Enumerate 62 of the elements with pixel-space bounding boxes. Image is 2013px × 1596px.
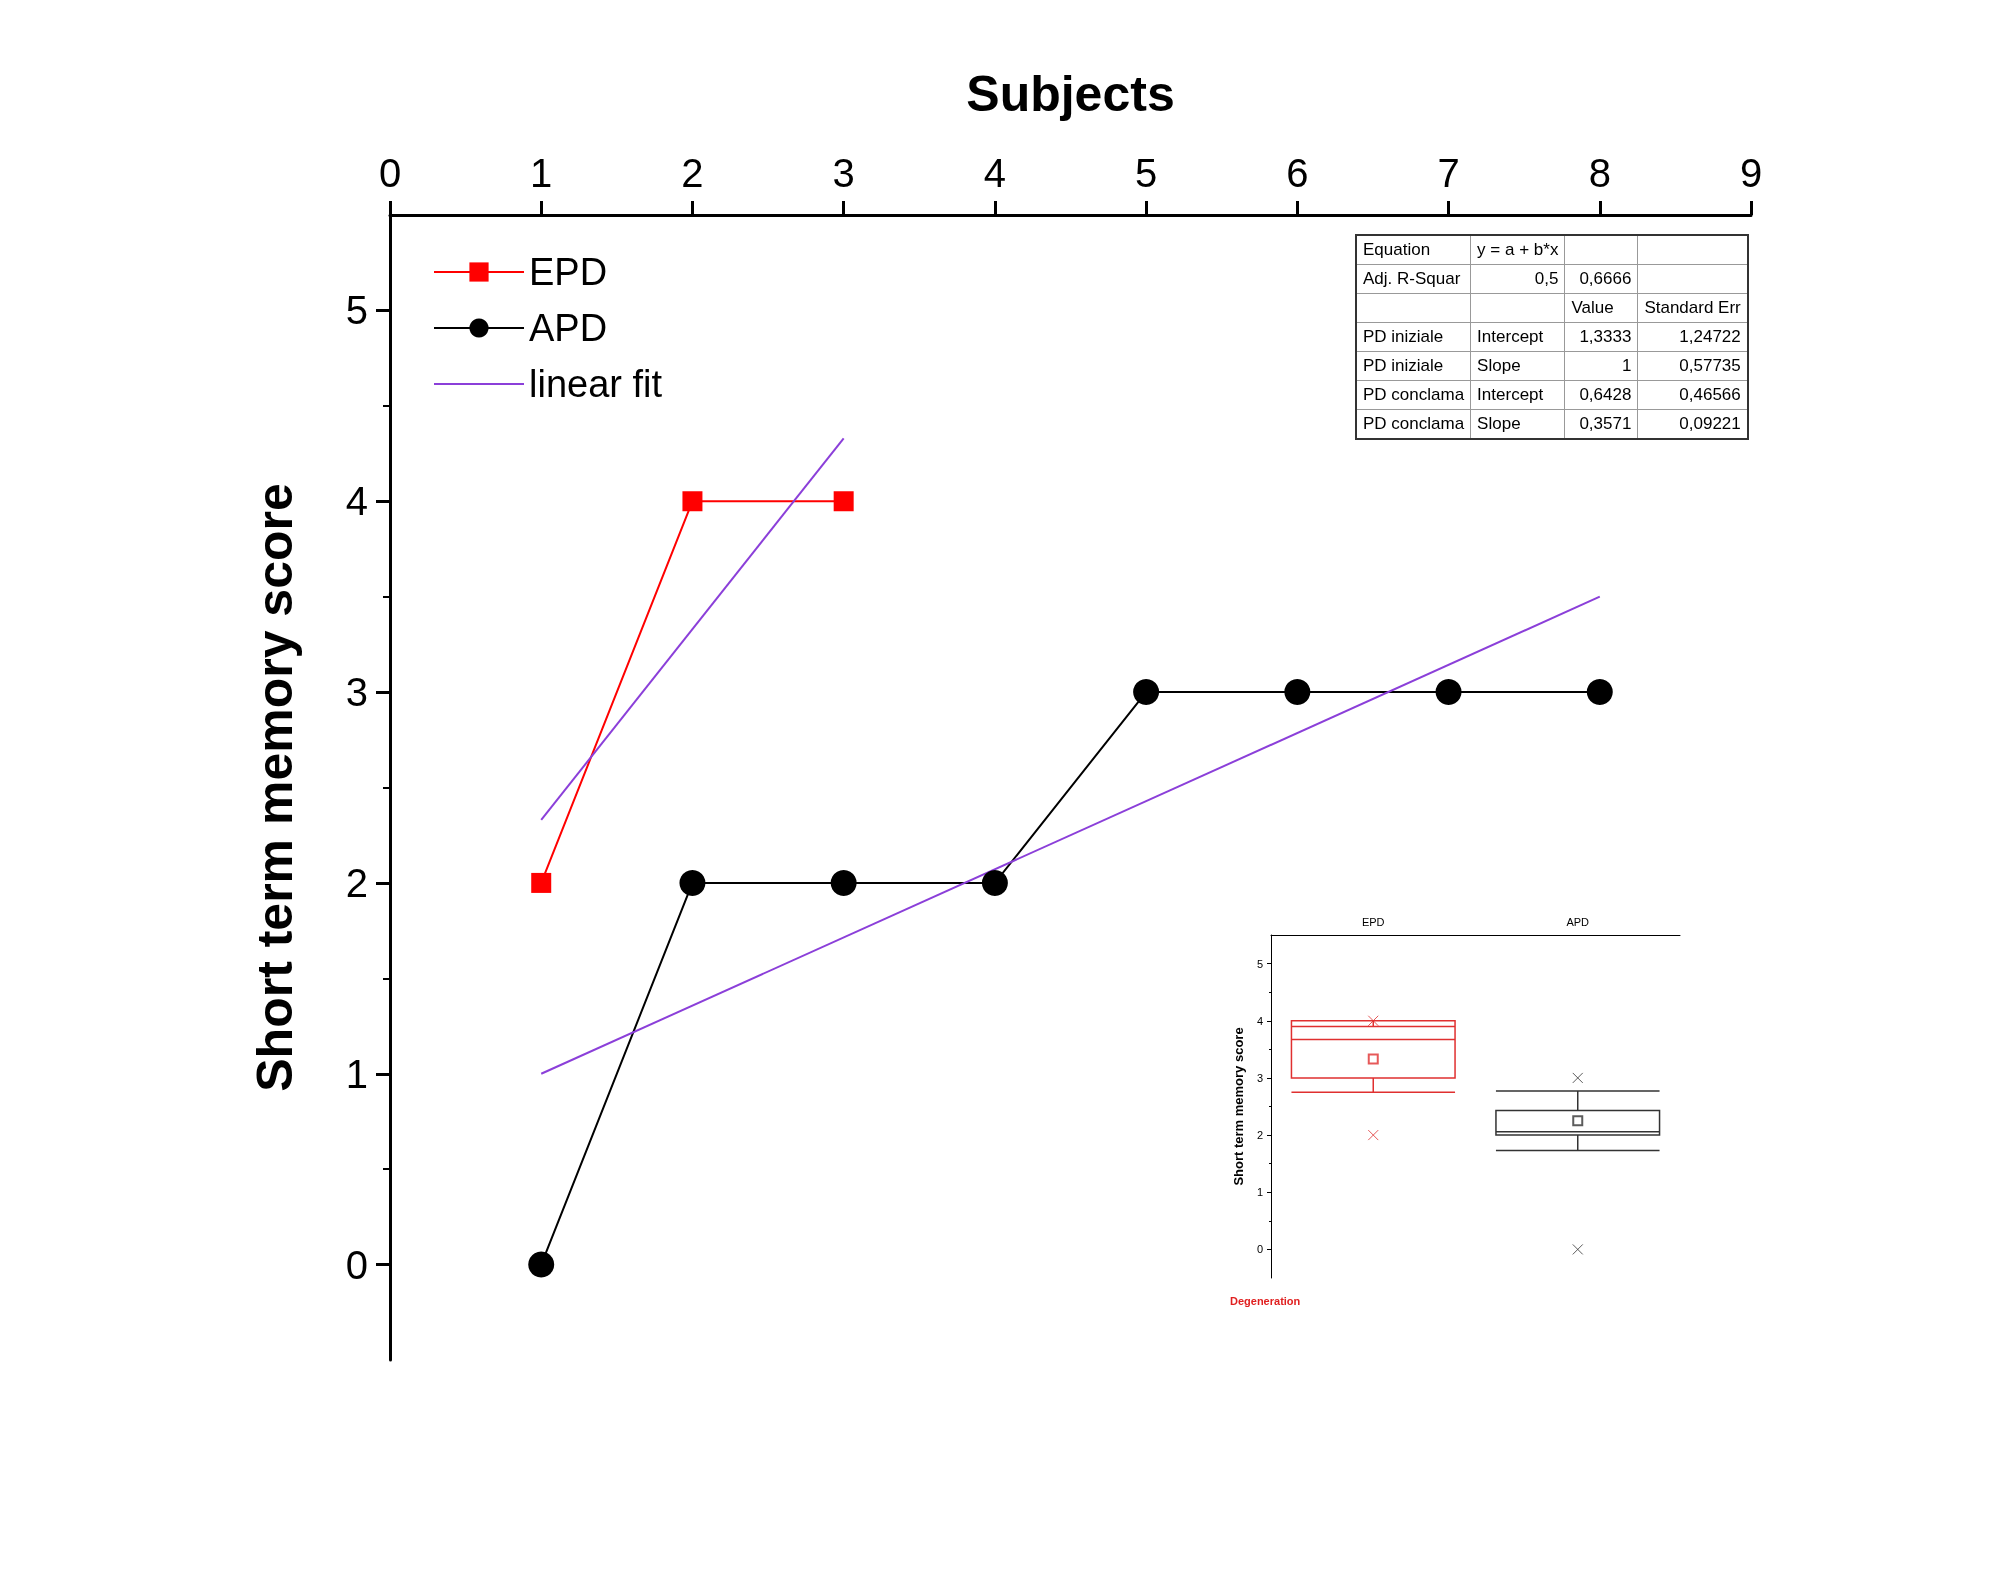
annotation: Slope — [1470, 409, 1565, 439]
x-tick-label: 7 — [1437, 151, 1460, 195]
x-axis-title: Subjects — [966, 66, 1175, 122]
y-tick-label: 1 — [345, 1051, 368, 1096]
annotation: 1,3333 — [1564, 322, 1638, 352]
point — [1133, 679, 1160, 706]
point — [830, 869, 857, 896]
y-tick-label: 0 — [1256, 1243, 1263, 1256]
annotation: Adj. R-Squar — [1356, 264, 1471, 294]
annotation: 0,09221 — [1637, 409, 1748, 439]
annotation: Equation — [1356, 235, 1471, 265]
y-tick-label: 1 — [1256, 1186, 1263, 1199]
x-tick-label: 1 — [530, 151, 553, 195]
annotation: PD conclama — [1356, 380, 1471, 410]
y-tick-label: 3 — [345, 670, 368, 715]
x-tick-label: 0 — [378, 151, 402, 195]
x-tick-label: 5 — [1134, 151, 1158, 195]
annotation: Degeneration — [1230, 1294, 1301, 1307]
annotation: 0,6666 — [1564, 264, 1638, 294]
x-tick-label: 8 — [1588, 151, 1611, 195]
y-axis-title: Short term memory score — [247, 483, 303, 1092]
annotation: 0,3571 — [1564, 409, 1638, 439]
x-tick-label: 2 — [681, 151, 704, 195]
annotation: Intercept — [1470, 380, 1565, 410]
annotation: 0,46566 — [1637, 380, 1748, 410]
annotation: PD iniziale — [1356, 351, 1471, 381]
point — [531, 872, 552, 893]
point — [679, 869, 706, 896]
annotation: Value — [1564, 293, 1638, 323]
x-tick-label: 6 — [1286, 151, 1309, 195]
annotation: Slope — [1470, 351, 1565, 381]
point — [528, 1251, 555, 1278]
x-tick-label: 9 — [1739, 151, 1763, 195]
annotation: 0,6428 — [1564, 380, 1638, 410]
legend-label: linear fit — [529, 363, 663, 405]
y-tick-label: 0 — [345, 1242, 368, 1287]
point — [1435, 679, 1462, 706]
annotation: 1,24722 — [1637, 322, 1748, 352]
annotation: PD iniziale — [1356, 322, 1471, 352]
point — [981, 869, 1008, 896]
annotation: 1 — [1564, 351, 1638, 381]
annotation: Intercept — [1470, 322, 1565, 352]
y-tick-label: 5 — [345, 288, 368, 333]
legend-label: APD — [529, 307, 608, 349]
x-tick-label: 4 — [983, 151, 1007, 195]
y-tick-label: 5 — [1256, 957, 1263, 970]
annotation: y = a + b*x — [1470, 235, 1565, 265]
point — [833, 491, 854, 512]
annotation: 0,57735 — [1637, 351, 1748, 381]
y-tick-label: 2 — [1256, 1129, 1263, 1142]
annotation: PD conclama — [1356, 409, 1471, 439]
point — [1284, 679, 1311, 706]
y-tick-label: 4 — [345, 479, 368, 524]
y-axis-title: Short term memory score — [1231, 1027, 1246, 1186]
annotation: 0,5 — [1470, 264, 1565, 294]
point — [1586, 679, 1613, 706]
point — [682, 491, 703, 512]
x-tick-label: 3 — [832, 151, 855, 195]
legend-label: EPD — [529, 251, 608, 293]
y-tick-label: 4 — [1256, 1014, 1263, 1027]
annotation: Standard Err — [1637, 293, 1748, 323]
y-tick-label: 3 — [1256, 1071, 1263, 1084]
